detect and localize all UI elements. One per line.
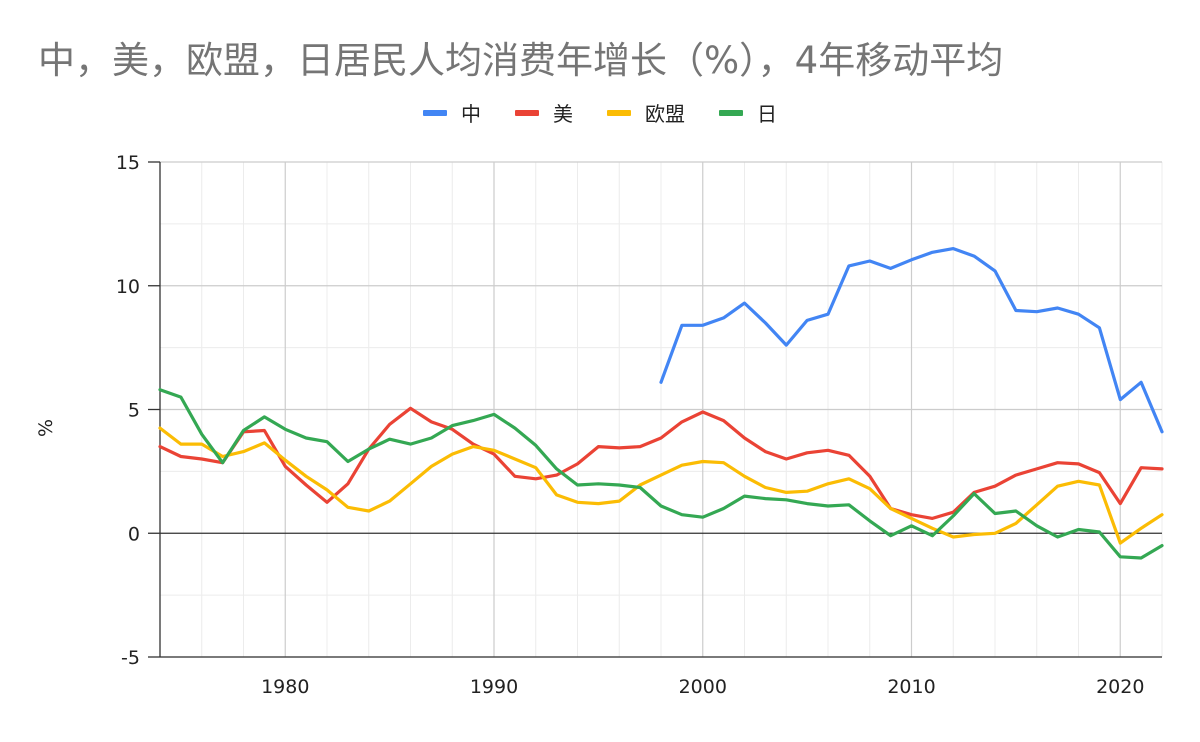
legend-swatch-usa: [515, 109, 539, 116]
legend: 中 美 欧盟 日: [0, 98, 1200, 127]
series-line-eu: [158, 426, 1164, 545]
legend-swatch-china: [423, 109, 447, 116]
series-line-usa: [158, 406, 1164, 520]
legend-item-china[interactable]: 中: [423, 98, 481, 127]
legend-label-eu: 欧盟: [645, 102, 685, 126]
y-tick-label: 15: [116, 152, 140, 174]
x-tick-label: 2020: [1096, 676, 1144, 698]
legend-label-china: 中: [461, 102, 481, 126]
x-tick-label: 2000: [679, 676, 727, 698]
legend-item-usa[interactable]: 美: [515, 98, 573, 127]
series-lines: [158, 247, 1164, 560]
y-tick-label: 0: [128, 523, 140, 545]
y-tick-label: 5: [128, 400, 140, 422]
legend-label-japan: 日: [757, 102, 777, 126]
x-tick-label: 2010: [887, 676, 935, 698]
y-tick-label: -5: [121, 647, 140, 669]
y-tick-label: 10: [116, 276, 140, 298]
y-axis-label: %: [35, 419, 57, 437]
legend-item-japan[interactable]: 日: [719, 98, 777, 127]
chart-title: 中，美，欧盟，日居民人均消费年增长（%），4年移动平均: [38, 39, 1004, 82]
x-tick-label: 1990: [470, 676, 518, 698]
x-tick-label: 1980: [261, 676, 309, 698]
series-line-japan: [158, 388, 1164, 560]
legend-label-usa: 美: [553, 102, 573, 126]
legend-item-eu[interactable]: 欧盟: [607, 98, 685, 127]
legend-swatch-japan: [719, 109, 743, 116]
legend-swatch-eu: [607, 109, 631, 116]
series-line-china: [659, 247, 1164, 434]
tick-labels: 15 10 5 0 -5 1980 1990 2000 2010 2020: [116, 152, 1145, 698]
gridlines: [160, 161, 1163, 658]
